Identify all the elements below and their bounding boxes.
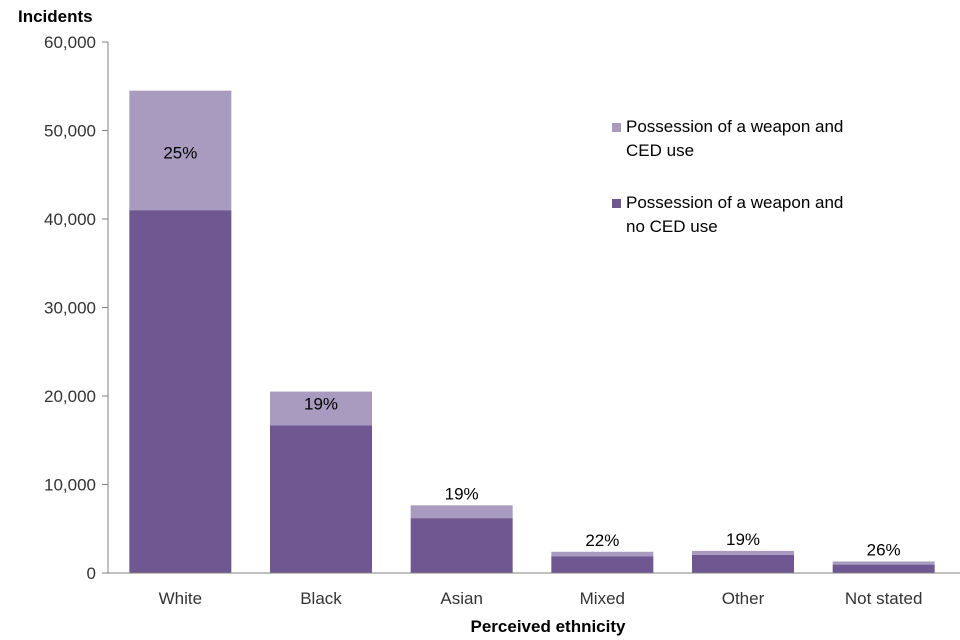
y-axis-title: Incidents <box>18 7 93 26</box>
y-tick-label: 10,000 <box>44 476 96 495</box>
legend-swatch <box>612 123 621 132</box>
y-tick-label: 50,000 <box>44 122 96 141</box>
y-tick-label: 0 <box>87 564 96 583</box>
bar-asian-ced <box>410 505 513 519</box>
data-label: 19% <box>445 484 479 503</box>
y-tick-label: 60,000 <box>44 33 96 52</box>
legend-label: Possession of a weapon and <box>626 193 843 212</box>
legend-label-line2: CED use <box>626 141 694 160</box>
y-axis: 0 10,000 20,000 30,000 40,000 50,000 60,000 <box>44 33 109 583</box>
data-label: 26% <box>867 540 901 559</box>
bar-white-no-ced <box>129 210 232 573</box>
legend-label: Possession of a weapon and <box>626 117 843 136</box>
bar-black-ced <box>270 391 372 426</box>
x-tick-label: Other <box>722 589 765 608</box>
bar-black-no-ced <box>270 425 372 573</box>
x-tick-label: White <box>159 589 202 608</box>
x-axis-title: Perceived ethnicity <box>471 617 627 636</box>
data-label: 25% <box>163 144 197 163</box>
x-tick-label: Black <box>300 589 342 608</box>
x-axis: White Black Asian Mixed Other Not stated <box>108 572 960 608</box>
bar-other-no-ced <box>692 554 794 573</box>
bar-mixed-ced <box>551 551 654 557</box>
legend-label-line2: no CED use <box>626 217 718 236</box>
data-label: 19% <box>304 395 338 414</box>
bar-other-ced <box>692 550 794 555</box>
legend-swatch <box>612 199 621 208</box>
y-tick-label: 40,000 <box>44 210 96 229</box>
y-tick-label: 20,000 <box>44 387 96 406</box>
x-tick-label: Mixed <box>580 589 625 608</box>
data-label: 19% <box>726 530 760 549</box>
data-label: 22% <box>585 531 619 550</box>
legend: Possession of a weapon and CED use Possess… <box>612 117 843 236</box>
x-tick-label: Not stated <box>845 589 923 608</box>
bar-asian-no-ced <box>410 518 513 573</box>
bar-not-stated-no-ced <box>832 564 935 573</box>
bar-mixed-no-ced <box>551 556 654 573</box>
bar-white-ced <box>129 90 232 211</box>
bar-not-stated-ced <box>832 561 935 565</box>
bars: 25% 19% 19% 22% 19% 26% <box>129 90 935 573</box>
x-tick-label: Asian <box>440 589 483 608</box>
y-tick-label: 30,000 <box>44 299 96 318</box>
